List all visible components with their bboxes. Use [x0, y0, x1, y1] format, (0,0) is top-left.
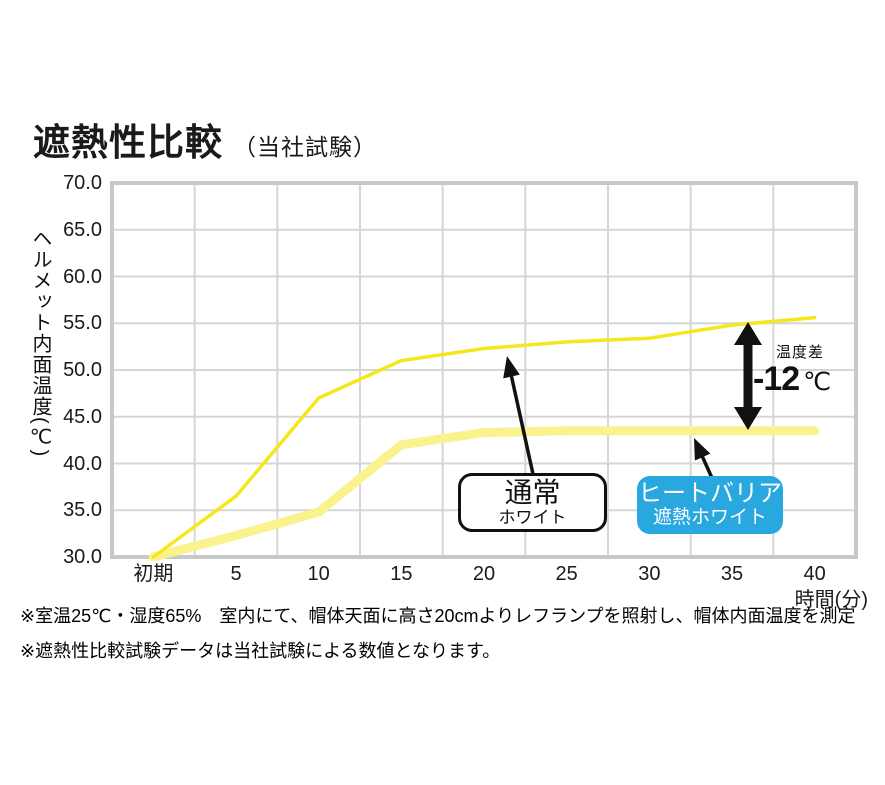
callout-barrier-line2: 遮熱ホワイト — [652, 507, 767, 528]
callout-heat-barrier: ヒートバリア 遮熱ホワイト — [637, 476, 783, 534]
callout-normal-white: 通常 ホワイト — [458, 473, 607, 532]
footnote-2: ※遮熱性比較試験データは当社試験による数値となります。 — [20, 641, 501, 661]
y-tick-label: 45.0 — [63, 405, 102, 428]
callout-arrow-normal-head — [503, 356, 520, 379]
x-tick-label: 15 — [390, 563, 413, 585]
page-subtitle: （当社試験） — [233, 134, 377, 160]
series-line-normal-white — [151, 315, 817, 559]
chart-header: 遮熱性比較 （当社試験） — [33, 112, 377, 166]
callout-arrow-barrier-head — [694, 438, 711, 461]
x-tick-label: 20 — [472, 563, 496, 585]
temperature-difference-label: 温度差 — [776, 344, 825, 361]
callout-arrow-barrier-shaft — [699, 453, 714, 479]
callout-arrow-normal-shaft — [509, 373, 535, 475]
y-tick-label: 55.0 — [63, 312, 102, 335]
footnote-1: ※室温25℃・湿度65% 室内にて、帽体天面に高さ20cmよりレフランプを照射し… — [20, 606, 856, 626]
y-tick-label: 60.0 — [63, 265, 102, 288]
temperature-difference-arrow — [734, 322, 762, 430]
y-tick-label: 40.0 — [63, 452, 102, 475]
callout-normal-line1: 通常 — [504, 477, 561, 508]
y-tick-label: 50.0 — [63, 359, 102, 381]
y-tick-label: 70.0 — [63, 172, 102, 194]
x-tick-label: 初期 — [133, 563, 174, 585]
callout-normal-line2: ホワイト — [498, 508, 567, 527]
diff-value-number: -12 — [753, 360, 800, 398]
y-tick-label: 65.0 — [63, 218, 102, 241]
x-tick-label: 10 — [307, 563, 330, 585]
diff-value-unit: ℃ — [803, 368, 832, 396]
page-title: 遮熱性比較 — [33, 122, 223, 163]
plot-frame — [110, 181, 858, 559]
x-tick-label: 40 — [803, 563, 826, 585]
callout-barrier-line1: ヒートバリア — [638, 480, 782, 507]
y-tick-label: 35.0 — [63, 499, 102, 522]
x-tick-label: 25 — [555, 563, 578, 585]
x-axis-title: 時間(分) — [794, 589, 868, 611]
x-tick-label: 35 — [720, 563, 744, 585]
y-axis-title: ヘルメット内面温度(℃) — [29, 228, 51, 458]
temperature-difference-value: -12 ℃ — [753, 360, 831, 399]
x-tick-label: 5 — [230, 563, 242, 585]
x-tick-label: 30 — [638, 563, 661, 585]
series-line-heat-barrier — [148, 426, 820, 562]
y-tick-label: 30.0 — [63, 546, 102, 568]
footnotes: ※室温25℃・湿度65% 室内にて、帽体天面に高さ20cmよりレフランプを照射し… — [20, 604, 870, 674]
